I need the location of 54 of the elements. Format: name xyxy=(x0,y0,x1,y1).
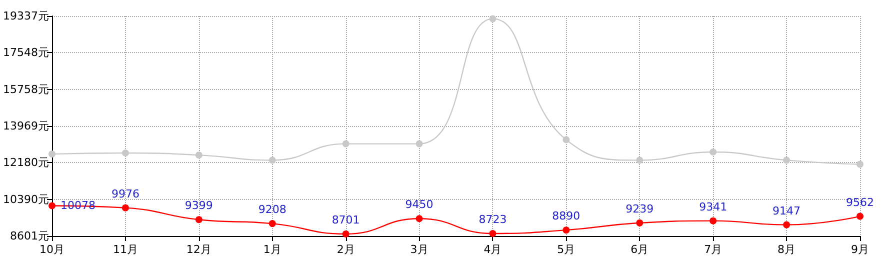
y-tick-label: 17548元 xyxy=(2,46,49,60)
data-label: 9341 xyxy=(699,200,728,214)
point xyxy=(342,140,350,148)
point xyxy=(489,230,496,237)
x-tick-label: 10月 xyxy=(39,243,64,256)
point xyxy=(489,15,496,22)
data-label: 8890 xyxy=(552,210,580,223)
data-label: 9562 xyxy=(846,196,874,209)
y-tick-label: 12180元 xyxy=(2,156,49,170)
point xyxy=(710,148,717,156)
x-tick-label: 2月 xyxy=(336,243,355,256)
data-label: 9208 xyxy=(258,203,286,216)
point xyxy=(562,136,570,144)
point xyxy=(268,156,276,164)
point xyxy=(122,204,129,212)
point xyxy=(48,202,56,210)
point xyxy=(416,215,423,222)
point xyxy=(268,220,276,228)
data-label: 9399 xyxy=(184,199,213,212)
x-tick-label: 5月 xyxy=(557,243,576,256)
data-label: 9147 xyxy=(772,204,801,218)
point xyxy=(195,216,202,224)
x-tick-label: 8月 xyxy=(778,243,796,256)
point xyxy=(856,160,864,168)
point xyxy=(636,156,644,164)
point xyxy=(856,212,864,220)
x-tick-label: 9月 xyxy=(851,243,869,256)
x-tick-label: 6月 xyxy=(630,243,649,256)
point xyxy=(195,152,202,159)
data-label: 8701 xyxy=(332,213,360,226)
data-label: 9450 xyxy=(405,198,434,212)
x-tick-label: 3月 xyxy=(410,243,428,256)
point xyxy=(416,140,423,148)
point xyxy=(342,230,350,238)
x-tick-label: 7月 xyxy=(704,243,722,256)
point xyxy=(122,150,129,157)
y-tick-label: 10390元 xyxy=(2,192,49,206)
point xyxy=(783,156,790,164)
data-label: 8723 xyxy=(478,213,507,226)
data-label: 9976 xyxy=(111,187,140,200)
x-tick-label: 12月 xyxy=(186,243,212,256)
y-tick-label: 13969元 xyxy=(2,120,49,132)
data-label: 9239 xyxy=(626,202,654,216)
y-tick-label: 15758元 xyxy=(2,82,49,96)
point xyxy=(783,221,790,228)
x-tick-label: 1月 xyxy=(263,243,282,256)
y-tick-label: 19337元 xyxy=(2,10,49,22)
point xyxy=(562,226,570,234)
point xyxy=(636,219,644,226)
point xyxy=(710,217,717,224)
y-tick-label: 8601元 xyxy=(10,230,49,242)
x-tick-label: 4月 xyxy=(484,243,502,256)
x-tick-label: 11月 xyxy=(112,243,138,256)
point xyxy=(48,150,56,158)
